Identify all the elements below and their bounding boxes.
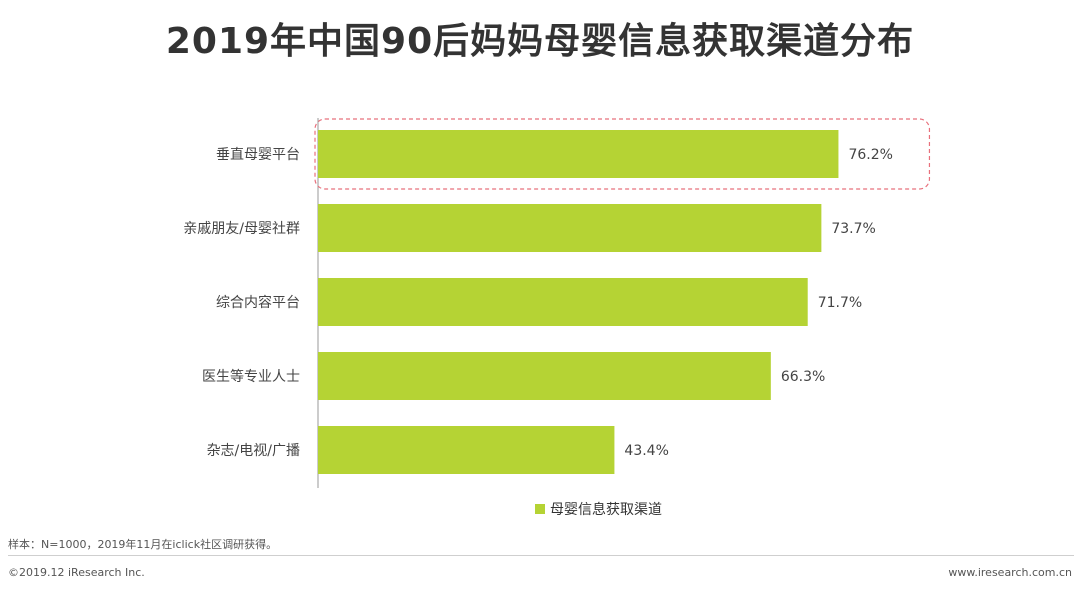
bar bbox=[318, 130, 839, 178]
category-label: 医生等专业人士 bbox=[202, 368, 300, 385]
website-link[interactable]: www.iresearch.com.cn bbox=[948, 566, 1072, 579]
category-label: 综合内容平台 bbox=[216, 294, 300, 311]
category-label: 亲戚朋友/母婴社群 bbox=[183, 221, 300, 237]
category-label: 垂直母婴平台 bbox=[216, 146, 300, 163]
legend-label: 母婴信息获取渠道 bbox=[550, 501, 662, 518]
value-label: 43.4% bbox=[624, 443, 668, 459]
bar bbox=[318, 278, 808, 326]
value-label: 66.3% bbox=[781, 369, 825, 385]
footer-divider bbox=[8, 555, 1074, 556]
legend-swatch bbox=[535, 504, 545, 514]
highlight-box bbox=[314, 118, 931, 190]
bar bbox=[318, 426, 615, 474]
chart-title: 2019年中国90后妈妈母婴信息获取渠道分布 bbox=[165, 21, 915, 62]
sample-note: 样本：N=1000，2019年11月在iclick社区调研获得。 bbox=[8, 538, 278, 551]
category-label: 杂志/电视/广播 bbox=[207, 443, 300, 459]
value-label: 71.7% bbox=[818, 295, 862, 311]
value-label: 76.2% bbox=[848, 147, 892, 163]
bar bbox=[318, 352, 771, 400]
bar bbox=[318, 204, 822, 252]
value-label: 73.7% bbox=[831, 221, 875, 237]
copyright-text: ©2019.12 iResearch Inc. bbox=[8, 566, 145, 579]
bar-chart: 垂直母婴平台 76.2% 亲戚朋友/母婴社群 73.7% 综合内容平台 71.7% 医生等专… bbox=[183, 118, 931, 518]
